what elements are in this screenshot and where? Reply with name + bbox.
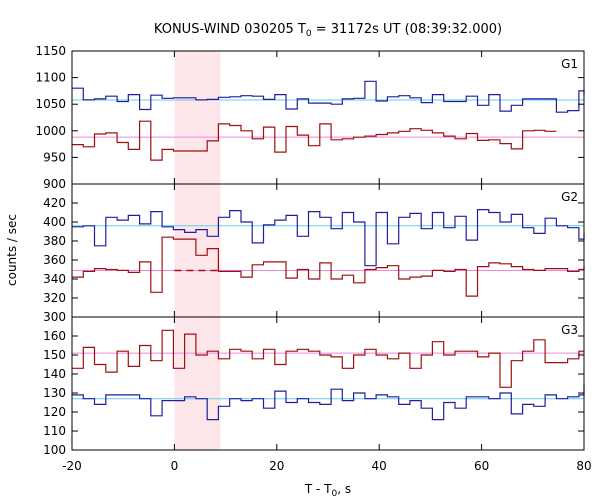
y-tick-label: 130 (43, 386, 66, 400)
x-tick-label: 80 (576, 459, 591, 473)
histogram-blue (72, 209, 585, 267)
histogram-blue (72, 80, 585, 113)
panel-label: G3 (561, 323, 578, 337)
y-tick-label: 400 (43, 215, 66, 229)
panel-label: G2 (561, 190, 578, 204)
y-tick-label: 300 (43, 310, 66, 324)
panel-g1: 900 950 1000 1050 1100 1150 G1 (35, 44, 585, 191)
x-tick-label: 60 (474, 459, 489, 473)
y-tick-label: 140 (43, 367, 66, 381)
shaded-interval (174, 317, 221, 450)
y-tick-label: 900 (43, 177, 66, 191)
shaded-interval (174, 184, 221, 317)
x-tick-label: -20 (62, 459, 82, 473)
panel-g3: 100 110 120 130 140 150 160 G3 (43, 316, 585, 457)
histogram-red (72, 120, 557, 161)
panel-g2: 300 320 340 360 380 400 420 G2 (43, 183, 585, 324)
y-axis-label: counts / sec (5, 214, 19, 286)
y-tick-label: 150 (43, 348, 66, 362)
y-tick-label: 1000 (35, 124, 66, 138)
y-tick-label: 320 (43, 291, 66, 305)
x-tick-label: 20 (269, 459, 284, 473)
panels-group: 9009501000105011001150G13003203403603804… (35, 44, 591, 473)
histogram-red (72, 329, 584, 388)
y-tick-label: 340 (43, 272, 66, 286)
panel-frame (71, 316, 585, 451)
y-tick-label: 360 (43, 253, 66, 267)
shaded-interval (174, 51, 221, 184)
x-tick-label: 0 (171, 459, 179, 473)
y-tick-label: 950 (43, 150, 66, 164)
x-tick-label: 40 (372, 459, 387, 473)
x-tick-labels: -20 0 20 40 60 80 (62, 459, 591, 473)
panel-label: G1 (561, 57, 578, 71)
panel-frame (71, 50, 585, 185)
histogram-blue (72, 385, 585, 421)
y-tick-label: 380 (43, 234, 66, 248)
x-axis-label: T - T0, s (304, 482, 351, 499)
y-tick-label: 160 (43, 329, 66, 343)
y-tick-label: 100 (43, 443, 66, 457)
y-tick-label: 1150 (35, 44, 66, 58)
y-tick-label: 1050 (35, 97, 66, 111)
panel-frame (71, 183, 585, 318)
y-tick-label: 1100 (35, 71, 66, 85)
histogram-red (72, 236, 585, 297)
chart-title: KONUS-WIND 030205 T0 = 31172s UT (08:39:… (154, 22, 502, 39)
y-tick-label: 120 (43, 405, 66, 419)
y-tick-label: 420 (43, 196, 66, 210)
y-tick-label: 110 (43, 424, 66, 438)
